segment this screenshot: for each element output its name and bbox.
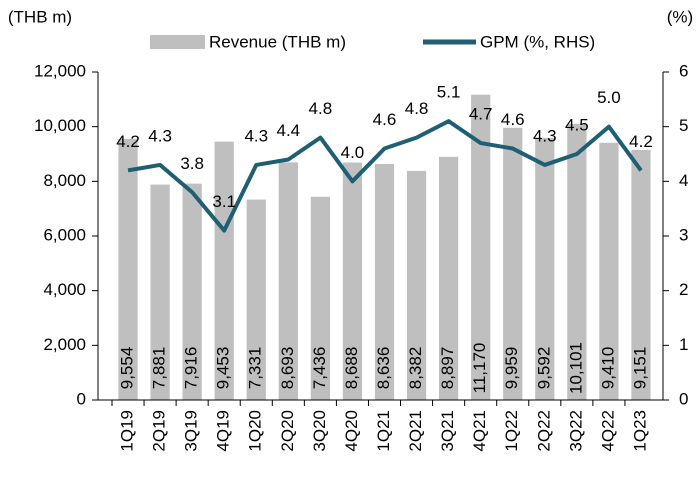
- line-value-label: 4.4: [277, 121, 301, 140]
- bar: [631, 149, 651, 400]
- bar-value-label: 9,592: [534, 347, 553, 390]
- x-tick-label: 1Q19: [118, 410, 137, 452]
- x-tick-label: 1Q20: [246, 410, 265, 452]
- line-value-label: 4.7: [469, 105, 493, 124]
- line-value-label: 4.6: [373, 110, 397, 129]
- x-tick-label: 3Q19: [182, 410, 201, 452]
- bar: [150, 184, 170, 400]
- bar-value-label: 9,151: [630, 347, 649, 390]
- bar: [439, 156, 459, 400]
- y-tick-label: 2,000: [43, 335, 86, 354]
- y2-tick-label: 2: [679, 280, 688, 299]
- x-tick-label: 2Q21: [406, 410, 425, 452]
- y-tick-label: 6,000: [43, 225, 86, 244]
- x-tick-label: 3Q20: [310, 410, 329, 452]
- x-tick-label: 3Q22: [566, 410, 585, 452]
- legend-swatch: [150, 35, 205, 49]
- bar: [246, 199, 266, 400]
- bar-value-label: 9,453: [214, 347, 233, 390]
- bar: [214, 141, 234, 401]
- line-value-label: 5.0: [597, 88, 621, 107]
- y2-tick-label: 4: [679, 171, 688, 190]
- bar: [471, 94, 491, 400]
- y-axis-label: (THB m): [8, 7, 72, 26]
- y-tick-label: 10,000: [34, 116, 86, 135]
- line-value-label: 4.8: [405, 99, 429, 118]
- line-value-label: 4.3: [533, 126, 557, 145]
- bar: [118, 138, 138, 400]
- y-tick-label: 0: [77, 389, 86, 408]
- bar-value-label: 8,382: [406, 347, 425, 390]
- bar: [342, 162, 363, 400]
- bar-value-label: 8,693: [278, 347, 297, 390]
- bar: [278, 162, 298, 400]
- bar-value-label: 7,916: [182, 347, 201, 390]
- y2-tick-label: 1: [679, 335, 688, 354]
- bar: [182, 183, 202, 400]
- x-tick-label: 4Q21: [470, 410, 489, 452]
- x-tick-label: 2Q20: [278, 410, 297, 452]
- x-tick-label: 4Q22: [598, 410, 617, 452]
- bar: [535, 137, 555, 400]
- legend-label: GPM (%, RHS): [480, 32, 595, 51]
- bar: [310, 196, 330, 400]
- y2-axis-label: (%): [667, 7, 693, 26]
- bar-value-label: 9,959: [502, 347, 521, 390]
- line-value-label: 4.8: [309, 99, 333, 118]
- bar-value-label: 9,410: [598, 347, 617, 390]
- line-value-label: 3.8: [180, 154, 204, 173]
- y2-tick-label: 5: [679, 116, 688, 135]
- bar: [599, 142, 619, 400]
- x-tick-label: 4Q20: [342, 410, 361, 452]
- bar-value-label: 8,688: [342, 347, 361, 390]
- legend-label: Revenue (THB m): [209, 32, 346, 51]
- y-tick-label: 12,000: [34, 61, 86, 80]
- x-tick-label: 1Q21: [374, 410, 393, 452]
- line-value-label: 4.2: [116, 132, 140, 151]
- y2-tick-label: 3: [679, 225, 688, 244]
- bar-value-label: 8,636: [374, 347, 393, 390]
- bar-value-label: 8,897: [438, 347, 457, 390]
- line-value-label: 4.5: [565, 115, 589, 134]
- y-tick-label: 4,000: [43, 280, 86, 299]
- x-tick-label: 2Q19: [150, 410, 169, 452]
- line-value-label: 4.0: [341, 143, 365, 162]
- bar: [567, 123, 587, 400]
- line-value-label: 4.3: [244, 126, 268, 145]
- y-tick-label: 8,000: [43, 171, 86, 190]
- line-value-label: 5.1: [437, 83, 461, 102]
- x-tick-label: 4Q19: [214, 410, 233, 452]
- bar-value-label: 10,101: [566, 342, 585, 394]
- y2-tick-label: 0: [679, 389, 688, 408]
- x-tick-label: 1Q23: [630, 410, 649, 452]
- x-tick-label: 2Q22: [534, 410, 553, 452]
- bar: [406, 170, 427, 400]
- line: [127, 119, 643, 233]
- bar-value-label: 7,881: [150, 347, 169, 390]
- bar-value-label: 9,554: [118, 347, 137, 390]
- line-value-label: 3.1: [212, 192, 236, 211]
- y2-tick-label: 6: [679, 61, 688, 80]
- bar-value-label: 11,170: [470, 343, 489, 394]
- line-value-label: 4.6: [501, 110, 525, 129]
- bar: [374, 163, 395, 400]
- bar-value-label: 7,436: [310, 347, 329, 390]
- line-value-label: 4.2: [629, 132, 653, 151]
- x-tick-label: 3Q21: [438, 410, 457, 452]
- bar-value-label: 7,331: [246, 347, 265, 390]
- bar: [503, 127, 523, 401]
- x-tick-label: 1Q22: [502, 410, 521, 452]
- line-value-label: 4.3: [148, 126, 172, 145]
